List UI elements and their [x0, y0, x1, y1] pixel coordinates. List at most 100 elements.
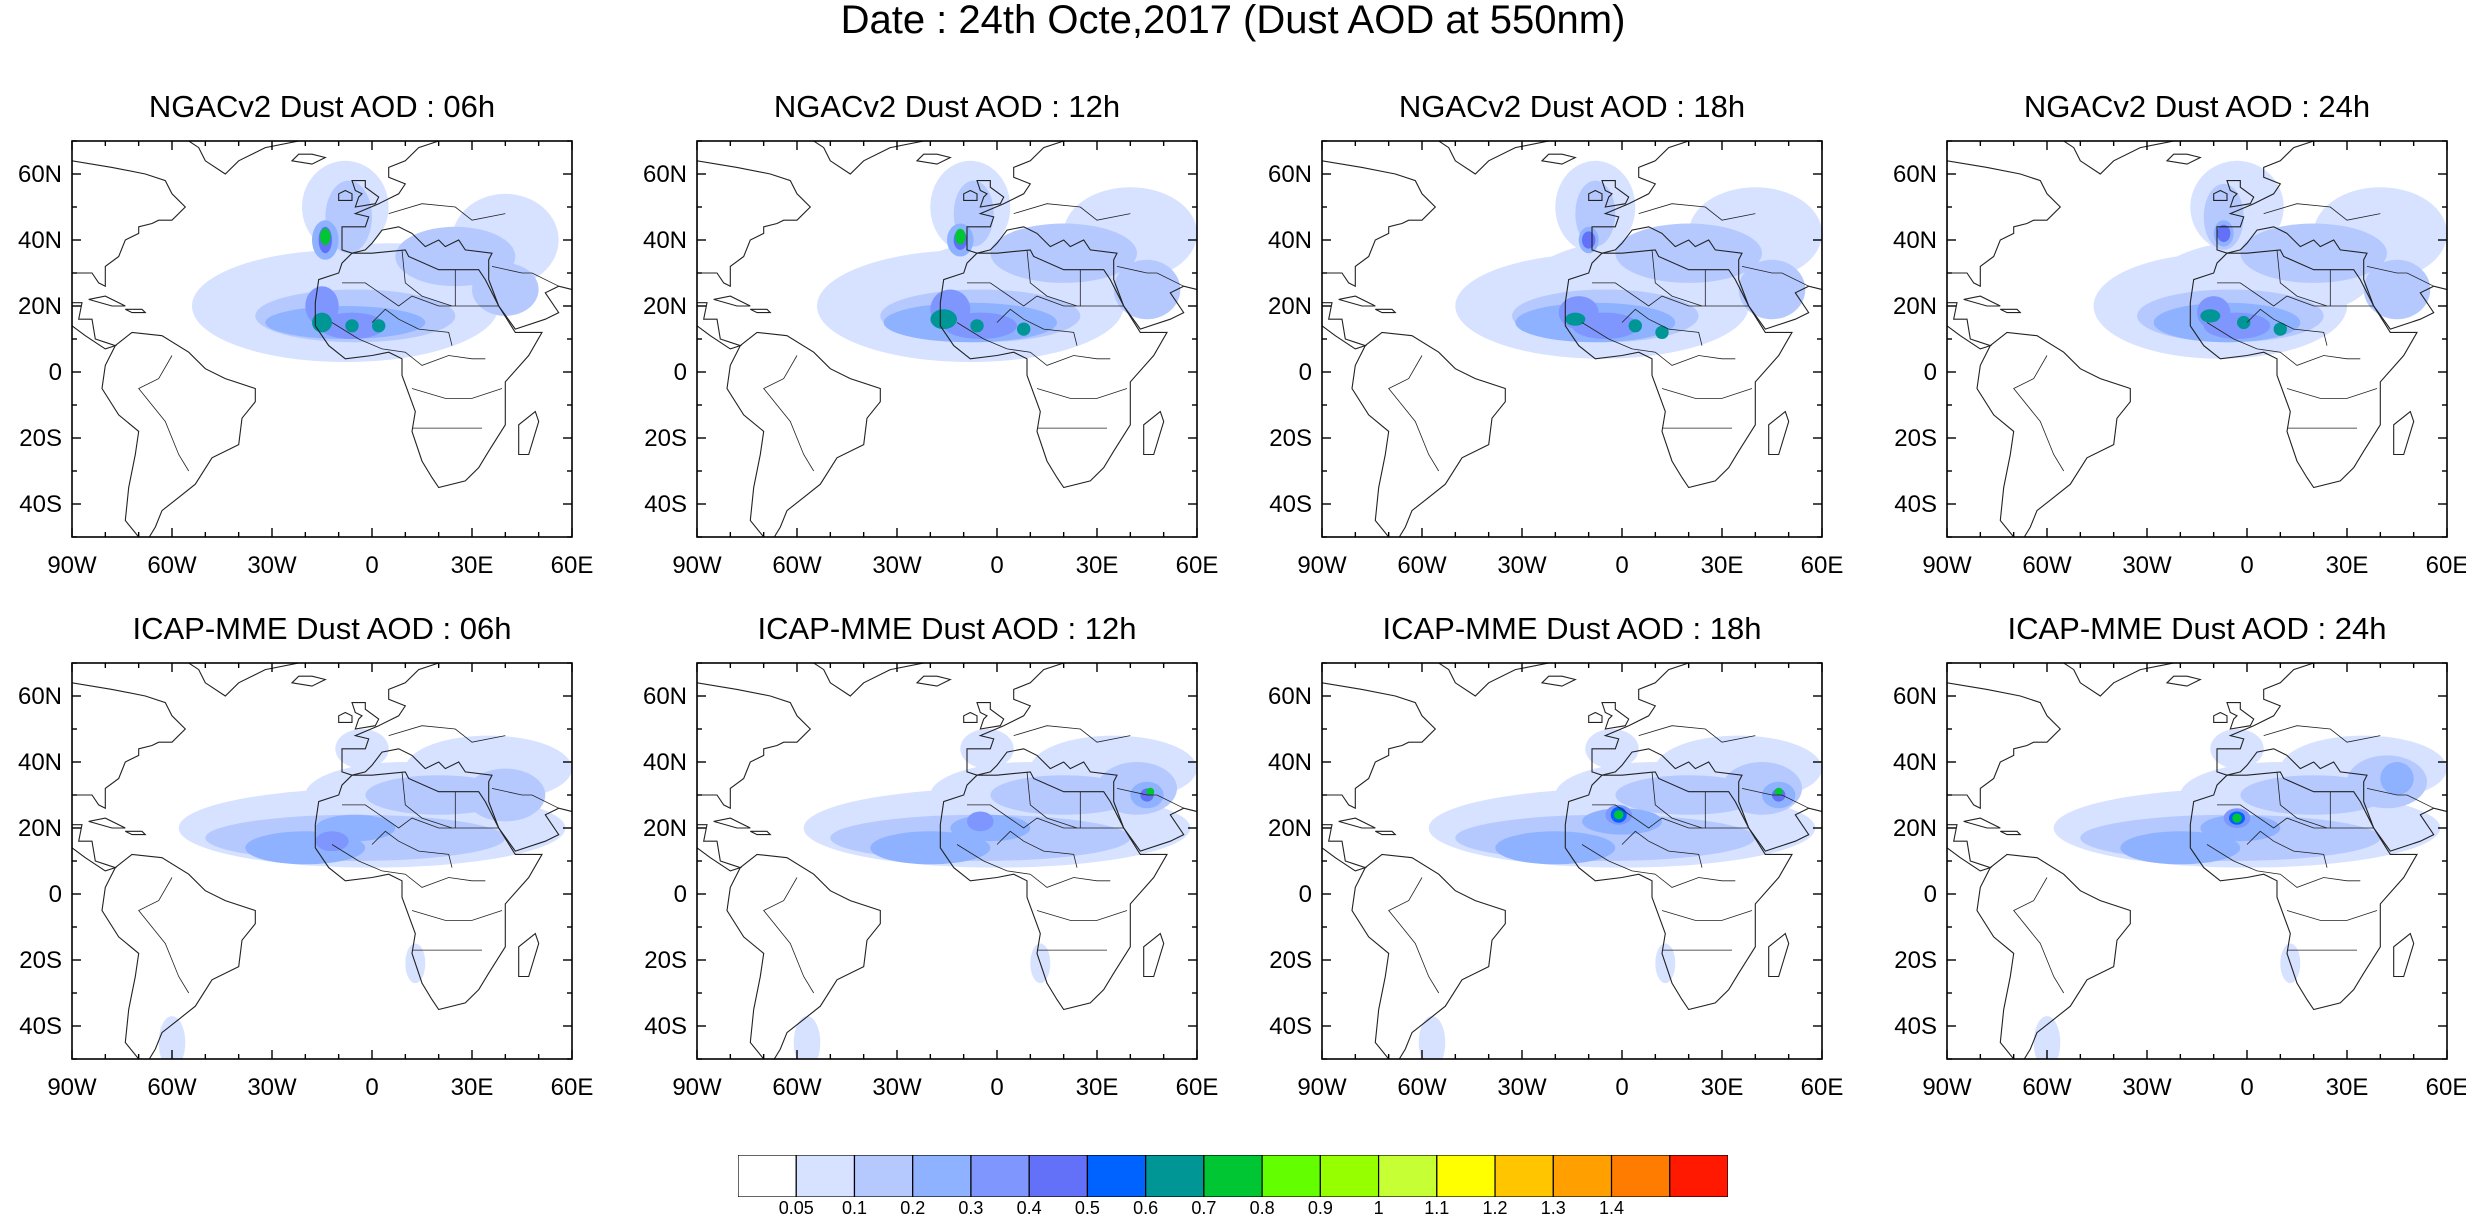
country-border: [763, 877, 815, 994]
country-border: [1651, 771, 1703, 829]
colorbar-level-label: 0.9: [1307, 1198, 1333, 1218]
colorbar-swatch: [1203, 1155, 1263, 1197]
dust-contour: [472, 263, 539, 316]
colorbar-swatch: [1028, 1155, 1089, 1197]
colorbar-swatch: [1261, 1155, 1321, 1197]
dust-plume: [191, 160, 559, 363]
coastline-cuba: [1963, 295, 2001, 307]
coastline-centralam: [697, 302, 743, 350]
lon-tick-label: 60E: [1176, 1074, 1219, 1101]
country-border: [2329, 269, 2374, 307]
country-border: [2329, 791, 2374, 829]
colorbar-swatch: [970, 1155, 1030, 1197]
lon-tick-label: 90W: [1922, 552, 1972, 579]
country-border: [401, 249, 453, 307]
lon-tick-label: 0: [990, 1074, 1003, 1101]
dust-plume: [793, 729, 1197, 1059]
dust-aod-map: 90W 60W 30W 0 30E 60E 60N 40N 20N 0 20S 40S: [18, 662, 593, 1101]
colorbar-swatch: [738, 1155, 797, 1197]
lon-tick-label: 60E: [1801, 552, 1844, 579]
dust-contour: [2033, 1016, 2061, 1059]
coastline-iceland: [1540, 153, 1577, 165]
coastline-britain: [976, 702, 1005, 730]
coastline-eurasia: [1591, 141, 1822, 330]
country-border: [2217, 804, 2331, 829]
coastline-cuba: [713, 817, 751, 829]
coastline-britain: [1601, 180, 1630, 208]
lat-tick-label: 40N: [1268, 749, 1312, 776]
panel-title: NGACv2 Dust AOD : 18h: [1398, 89, 1746, 124]
dust-contour: [930, 309, 957, 330]
country-border: [1638, 725, 1756, 743]
country-border: [1079, 269, 1124, 307]
dust-contour: [1146, 787, 1155, 796]
coastlines: [1947, 663, 2447, 1059]
country-border: [1592, 282, 1706, 307]
coastline-cuba: [1963, 817, 2001, 829]
coastlines: [697, 663, 1197, 1059]
coastline-africa: [939, 249, 1168, 489]
lat-tick-label: 20S: [644, 947, 687, 974]
coastline-madagascar: [2393, 410, 2415, 456]
coastline-namerica: [697, 160, 812, 288]
country-border: [1026, 249, 1078, 307]
country-border: [1116, 266, 1184, 287]
lon-tick-label: 60W: [1397, 1074, 1447, 1101]
country-border: [2263, 725, 2381, 743]
coastline-britain: [976, 180, 1005, 208]
country-border: [1651, 249, 1703, 307]
lon-tick-label: 30W: [247, 552, 297, 579]
country-border: [342, 804, 456, 829]
panel-title: ICAP-MME Dust AOD : 06h: [132, 611, 512, 646]
colorbar-swatch: [853, 1155, 914, 1197]
lat-tick-label: 60N: [1268, 683, 1312, 710]
colorbar-level-label: 0.05: [778, 1198, 814, 1218]
dust-aod-map: 90W 60W 30W 0 30E 60E 60N 40N 20N 0 20S 40S: [643, 662, 1219, 1101]
colorbar-level-label: 0.3: [958, 1198, 984, 1218]
lat-tick-label: 20S: [19, 425, 62, 452]
dust-aod-map: 90W 60W 30W 0 30E 60E 60N 40N 20N 0 20S 40S: [643, 140, 1218, 579]
country-border: [1036, 910, 1128, 921]
lat-tick-label: 20S: [1894, 947, 1937, 974]
coastline-iceland: [2165, 675, 2202, 687]
panel-title: NGACv2 Dust AOD : 24h: [2023, 89, 2371, 124]
lat-tick-label: 40N: [1893, 227, 1937, 254]
lat-tick-label: 60N: [18, 161, 62, 188]
coastline-madagascar: [1768, 410, 1790, 456]
coastline-namerica: [1947, 682, 2062, 810]
lat-tick-label: 40S: [1269, 1013, 1312, 1040]
coastlines: [72, 141, 572, 537]
lon-tick-label: 30W: [872, 552, 922, 579]
dust-contour: [320, 228, 331, 245]
coastline-iceland: [915, 675, 952, 687]
lon-tick-label: 60W: [147, 1074, 197, 1101]
dust-contour: [793, 1016, 821, 1059]
coastlines: [697, 141, 1197, 537]
lon-tick-label: 90W: [1297, 552, 1347, 579]
lat-tick-label: 20S: [1269, 425, 1312, 452]
lon-tick-label: 30W: [247, 1074, 297, 1101]
coastline-greenland: [812, 141, 925, 175]
coastline-samerica: [1976, 331, 2131, 537]
dust-contour: [305, 286, 339, 326]
dust-contour: [1655, 325, 1669, 339]
coastline-eurasia: [1591, 663, 1822, 852]
colorbar-level-label: 1.1: [1424, 1198, 1450, 1218]
lon-tick-label: 30E: [1076, 552, 1119, 579]
country-border: [2013, 877, 2065, 994]
dust-contour: [1418, 1016, 1446, 1059]
lat-tick-label: 20S: [1269, 947, 1312, 974]
coastline-greenland: [1437, 141, 1550, 175]
lon-tick-label: 30E: [1701, 1074, 1744, 1101]
lat-tick-label: 20S: [1894, 425, 1937, 452]
dust-contour: [1495, 831, 1616, 865]
coastline-centralam: [1947, 302, 1993, 350]
country-border: [342, 282, 456, 307]
country-border: [2276, 249, 2328, 307]
country-border: [1116, 788, 1184, 809]
lon-tick-label: 60W: [772, 552, 822, 579]
colorbar-level-label: 0.1: [841, 1198, 867, 1218]
figure-title: Date : 24th Octe,2017 (Dust AOD at 550nm…: [840, 0, 1626, 42]
coastline-ireland: [963, 189, 978, 201]
country-border: [1741, 788, 1809, 809]
